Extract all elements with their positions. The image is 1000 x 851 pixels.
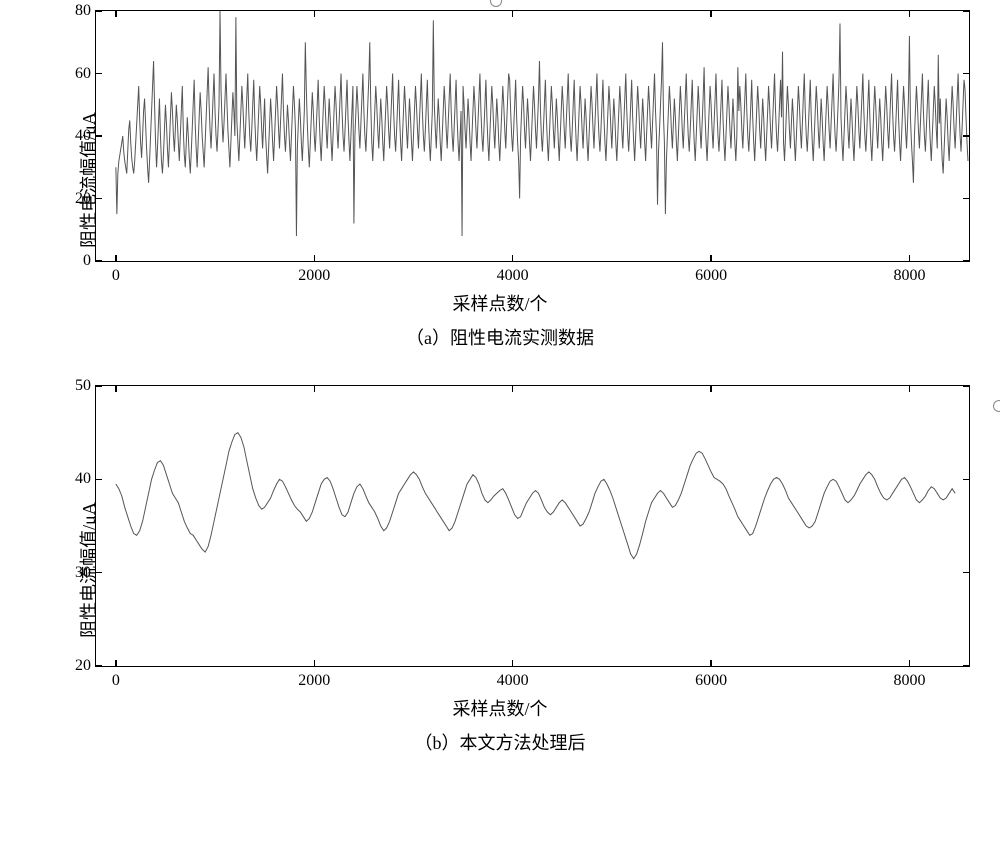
data-line [116,11,968,236]
figure-container: 阻性电流幅值/μA 020406080 02000400060008000 采样… [10,10,990,755]
y-tick-label: 60 [46,65,91,83]
x-tick-label: 6000 [695,672,727,690]
subplot-b-yticks: 20304050 [46,386,91,666]
y-tick-label: 50 [46,377,91,395]
x-tick-label: 0 [112,672,120,690]
subplot-a-plot-area: 020406080 02000400060008000 [95,10,970,262]
data-line [116,433,955,559]
subplot-b-svg [96,386,969,666]
subplot-b-plot-area: 20304050 02000400060008000 [95,385,970,667]
subplot-a-xlabel: 采样点数/个 [10,290,990,316]
subplot-b-caption: （b）本文方法处理后 [10,729,990,755]
y-tick-label: 20 [46,657,91,675]
y-tick-label: 40 [46,470,91,488]
x-tick-label: 4000 [497,672,529,690]
y-tick-label: 40 [46,127,91,145]
y-tick-label: 0 [46,252,91,270]
subplot-a-xticks: 0 2000 4000 6000 8000 [96,267,969,287]
x-tick-label: 2000 [298,267,330,285]
subplot-a: 阻性电流幅值/μA 020406080 02000400060008000 采样… [10,10,990,350]
subplot-a-svg [96,11,969,261]
subplot-a-yticks: 020406080 [46,11,91,261]
x-tick-label: 4000 [497,267,529,285]
marker-right [993,400,1000,412]
x-tick-label: 8000 [893,267,925,285]
subplot-b-xticks: 0 2000 4000 6000 8000 [96,672,969,692]
y-tick-label: 80 [46,2,91,20]
x-tick-label: 2000 [298,672,330,690]
subplot-a-caption: （a）阻性电流实测数据 [10,324,990,350]
y-tick-label: 30 [46,564,91,582]
marker-top [490,0,502,7]
y-tick-label: 20 [46,190,91,208]
subplot-b: 阻性电流幅值/μA 20304050 02000400060008000 采样点… [10,385,990,755]
x-tick-label: 8000 [893,672,925,690]
x-tick-label: 6000 [695,267,727,285]
x-tick-label: 0 [112,267,120,285]
subplot-b-xlabel: 采样点数/个 [10,695,990,721]
